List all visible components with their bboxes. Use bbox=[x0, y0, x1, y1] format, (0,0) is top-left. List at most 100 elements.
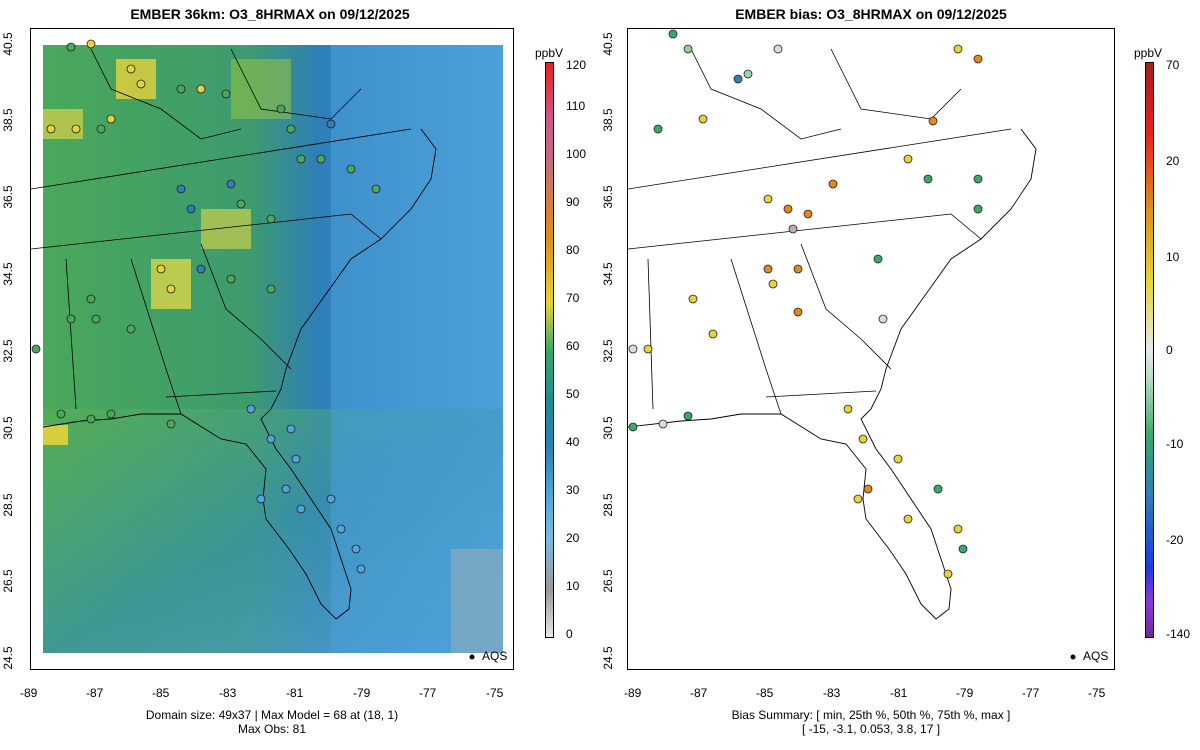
state-boundary bbox=[800, 243, 892, 370]
colorbar-tick: 0 bbox=[566, 627, 573, 641]
y-tick: 30.5 bbox=[1, 416, 15, 440]
y-tick: 30.5 bbox=[601, 416, 615, 440]
y-tick: 34.5 bbox=[1, 262, 15, 286]
aqs-legend-label: AQS bbox=[1083, 649, 1109, 663]
bias-summary-label: Bias Summary: [ min, 25th %, 50th %, 75t… bbox=[731, 708, 1011, 722]
y-tick: 38.5 bbox=[1, 108, 15, 132]
y-tick: 26.5 bbox=[1, 569, 15, 593]
colorbar-tick: 70 bbox=[566, 291, 580, 305]
colorbar-tick: 120 bbox=[566, 58, 587, 72]
state-boundary bbox=[31, 128, 412, 190]
colorbar-tick: 30 bbox=[566, 483, 580, 497]
model-ozone-map: AQS bbox=[30, 28, 514, 670]
colorbar-tick: 110 bbox=[566, 99, 586, 113]
ozone-raster-low-corner bbox=[451, 549, 503, 653]
y-tick: 24.5 bbox=[601, 646, 615, 670]
colorbar-tick: 100 bbox=[566, 147, 587, 161]
ozone-hotspot bbox=[43, 109, 83, 139]
x-tick: -85 bbox=[152, 686, 170, 700]
left-y-axis: 24.5 26.5 28.5 30.5 32.5 34.5 36.5 38.5 … bbox=[0, 28, 28, 670]
left-map-title: EMBER 36km: O3_8HRMAX on 09/12/2025 bbox=[130, 6, 410, 22]
state-boundary bbox=[130, 258, 182, 415]
max-obs: Max Obs: 81 bbox=[237, 722, 307, 736]
colorbar-tick: 40 bbox=[566, 435, 580, 449]
bias-points bbox=[628, 29, 983, 579]
state-boundary bbox=[830, 48, 962, 120]
domain-summary: Domain size: 49x37 | Max Model = 68 at (… bbox=[145, 708, 399, 722]
colorbar-tick: -140 bbox=[1166, 627, 1191, 641]
colorbar-tick: 10 bbox=[566, 579, 580, 593]
y-tick: 40.5 bbox=[601, 32, 615, 56]
y-tick: 24.5 bbox=[1, 646, 15, 670]
y-tick: 26.5 bbox=[601, 569, 615, 593]
right-colorbar-unit: ppbV bbox=[1134, 46, 1163, 60]
y-tick: 28.5 bbox=[601, 493, 615, 517]
ozone-hotspot bbox=[201, 209, 251, 249]
x-tick: -75 bbox=[1088, 686, 1106, 700]
left-colorbar-ticks: 0 10 20 30 40 50 60 70 80 90 100 110 120 bbox=[566, 56, 606, 646]
ozone-hotspot bbox=[116, 59, 156, 99]
x-tick: -81 bbox=[286, 686, 304, 700]
right-colorbar bbox=[1145, 62, 1154, 638]
state-boundary bbox=[628, 213, 982, 250]
aqs-legend-marker bbox=[1070, 654, 1076, 660]
ozone-hotspot bbox=[43, 425, 68, 445]
colorbar-tick: 50 bbox=[566, 387, 580, 401]
state-boundary bbox=[90, 48, 242, 140]
x-tick: -87 bbox=[690, 686, 708, 700]
state-boundary bbox=[230, 48, 362, 120]
colorbar-tick: -20 bbox=[1166, 533, 1184, 547]
colorbar-tick: 60 bbox=[566, 339, 580, 353]
right-y-axis: 24.5 26.5 28.5 30.5 32.5 34.5 36.5 38.5 … bbox=[598, 28, 626, 670]
x-tick: -81 bbox=[890, 686, 908, 700]
x-tick: -89 bbox=[20, 686, 38, 700]
x-tick: -83 bbox=[219, 686, 237, 700]
state-boundary bbox=[31, 213, 382, 250]
x-tick: -77 bbox=[419, 686, 437, 700]
colorbar-tick: -10 bbox=[1166, 437, 1184, 451]
colorbar-tick: 20 bbox=[566, 531, 580, 545]
y-tick: 28.5 bbox=[1, 493, 15, 517]
x-tick: -87 bbox=[86, 686, 104, 700]
colorbar-tick: 80 bbox=[566, 243, 580, 257]
y-tick: 34.5 bbox=[601, 262, 615, 286]
colorbar-tick: 90 bbox=[566, 195, 580, 209]
state-boundary bbox=[628, 128, 1012, 190]
left-colorbar-unit: ppbV bbox=[535, 46, 564, 60]
state-boundary bbox=[765, 390, 877, 398]
y-tick: 40.5 bbox=[1, 32, 15, 56]
colorbar-tick: 10 bbox=[1166, 250, 1180, 264]
x-tick: -83 bbox=[823, 686, 841, 700]
bias-map: AQS bbox=[627, 28, 1115, 670]
left-colorbar bbox=[545, 62, 554, 638]
coastline bbox=[42, 128, 437, 620]
y-tick: 38.5 bbox=[601, 108, 615, 132]
x-tick: -79 bbox=[353, 686, 371, 700]
colorbar-tick: 20 bbox=[1166, 154, 1180, 168]
x-tick: -77 bbox=[1022, 686, 1040, 700]
x-tick: -89 bbox=[624, 686, 642, 700]
x-tick: -75 bbox=[486, 686, 504, 700]
bias-summary-values: [ -15, -3.1, 0.053, 3.8, 17 ] bbox=[801, 722, 941, 736]
colorbar-tick: 70 bbox=[1166, 58, 1180, 72]
y-tick: 32.5 bbox=[1, 339, 15, 363]
bias-map-svg bbox=[628, 29, 1076, 660]
left-footer: Domain size: 49x37 | Max Model = 68 at (… bbox=[30, 708, 514, 736]
colorbar-tick: 0 bbox=[1166, 343, 1173, 357]
state-boundary bbox=[200, 243, 292, 370]
x-tick: -85 bbox=[756, 686, 774, 700]
right-footer: Bias Summary: [ min, 25th %, 50th %, 75t… bbox=[627, 708, 1115, 736]
aqs-legend-label: AQS bbox=[482, 649, 508, 663]
ozone-hotspot bbox=[151, 259, 191, 309]
model-ozone-map-svg bbox=[31, 39, 503, 660]
state-boundary bbox=[165, 390, 277, 398]
state-boundary bbox=[730, 258, 782, 415]
right-x-axis: -89 -87 -85 -83 -81 -79 -77 -75 bbox=[624, 686, 1115, 702]
state-boundary bbox=[65, 258, 77, 410]
monitor-points bbox=[31, 39, 381, 574]
y-tick: 36.5 bbox=[1, 185, 15, 209]
state-boundary bbox=[690, 48, 842, 140]
x-tick: -79 bbox=[956, 686, 974, 700]
y-tick: 32.5 bbox=[601, 339, 615, 363]
y-tick: 36.5 bbox=[601, 185, 615, 209]
